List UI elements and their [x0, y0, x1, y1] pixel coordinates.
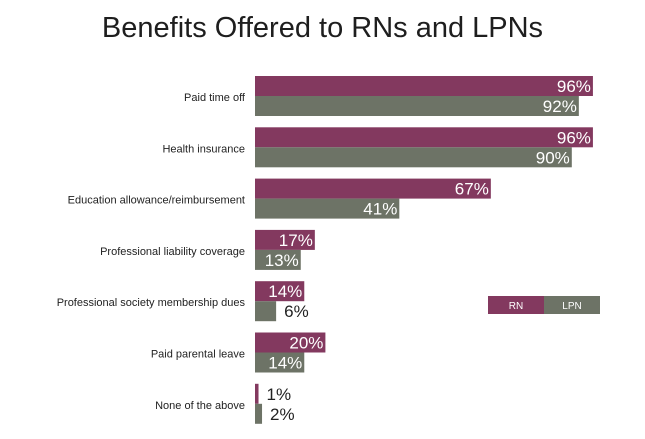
- data-label-lpn-professional-liability-coverage: 13%: [265, 251, 299, 270]
- legend-label-lpn: LPN: [562, 301, 581, 312]
- category-label-professional-society-membership-dues: Professional society membership dues: [57, 297, 246, 309]
- data-label-rn-health-insurance: 96%: [557, 128, 591, 147]
- bar-rn-professional-liability-coverage: [255, 229, 315, 250]
- data-label-lpn-education-allowance-reimbursement: 41%: [363, 200, 397, 219]
- data-label-lpn-health-insurance: 90%: [536, 148, 570, 167]
- bar-lpn-professional-society-membership-dues: [255, 301, 277, 322]
- data-label-rn-professional-liability-coverage: 17%: [279, 231, 313, 250]
- legend-swatch-rn: [488, 296, 544, 314]
- bar-rn-none-of-the-above: [255, 383, 259, 404]
- legend-label-rn: RN: [509, 301, 523, 312]
- category-label-paid-parental-leave: Paid parental leave: [151, 349, 245, 361]
- bar-rn-health-insurance: [255, 127, 593, 148]
- legend-swatch-lpn: [544, 296, 600, 314]
- bar-lpn-paid-parental-leave: [255, 352, 305, 373]
- category-label-none-of-the-above: None of the above: [155, 400, 245, 412]
- data-label-lpn-none-of-the-above: 2%: [270, 405, 295, 424]
- data-label-lpn-professional-society-membership-dues: 6%: [284, 302, 309, 321]
- bar-lpn-health-insurance: [255, 147, 572, 168]
- data-label-rn-education-allowance-reimbursement: 67%: [455, 180, 489, 199]
- data-label-lpn-paid-time-off: 92%: [543, 97, 577, 116]
- bar-lpn-none-of-the-above: [255, 403, 263, 424]
- data-label-rn-none-of-the-above: 1%: [267, 385, 292, 404]
- chart-title: Benefits Offered to RNs and LPNs: [101, 12, 544, 44]
- data-label-lpn-paid-parental-leave: 14%: [268, 354, 302, 373]
- data-label-rn-paid-parental-leave: 20%: [289, 334, 323, 353]
- bar-rn-professional-society-membership-dues: [255, 281, 305, 302]
- legend: RN LPN: [488, 296, 600, 314]
- category-labels: Paid time off Health insurance Education a…: [57, 92, 246, 412]
- data-label-rn-paid-time-off: 96%: [557, 77, 591, 96]
- category-label-paid-time-off: Paid time off: [184, 92, 246, 104]
- data-label-rn-professional-society-membership-dues: 14%: [268, 282, 302, 301]
- bar-rn-paid-parental-leave: [255, 332, 326, 353]
- category-label-education-allowance-reimbursement: Education allowance/reimbursement: [68, 195, 245, 207]
- category-label-professional-liability-coverage: Professional liability coverage: [100, 246, 245, 258]
- bar-rn-paid-time-off: [255, 76, 593, 96]
- category-label-health-insurance: Health insurance: [162, 143, 245, 155]
- bar-rn-education-allowance-reimbursement: [255, 178, 491, 199]
- bar-lpn-paid-time-off: [255, 96, 579, 116]
- bars: 96%92%96%90%67%41%17%13%14%6%20%14%1%2%: [255, 76, 593, 424]
- bar-lpn-education-allowance-reimbursement: [255, 198, 400, 219]
- bar-lpn-professional-liability-coverage: [255, 249, 301, 270]
